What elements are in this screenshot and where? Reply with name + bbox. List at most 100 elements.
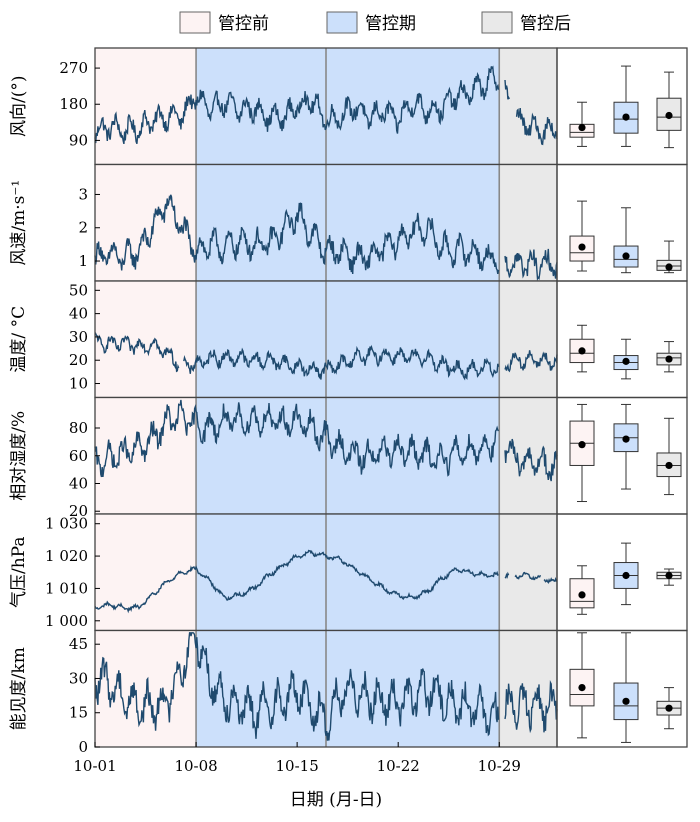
box-mean-dot	[665, 355, 673, 363]
series-line-2-0	[94, 332, 180, 373]
box-mean-dot	[622, 252, 630, 260]
xlabel: 日期 (月-日)	[290, 790, 382, 810]
boxplot-2-0	[569, 324, 595, 373]
ytick-label-4-3: 1 030	[45, 515, 88, 533]
boxplot-0-0	[569, 101, 595, 147]
ytick-label-2-4: 50	[69, 281, 88, 299]
box-mean-dot	[578, 591, 586, 599]
ytick-label-2-3: 40	[69, 305, 88, 323]
box-mean-dot	[665, 111, 673, 120]
series-line-0-2	[515, 108, 558, 146]
period-bg-4-1	[196, 514, 500, 631]
boxplot-1-2	[656, 240, 682, 274]
box-mean-dot	[622, 113, 630, 121]
ytick-label-1-2: 3	[78, 185, 88, 203]
ylabel-1: 风速/m·s⁻¹	[9, 180, 29, 266]
period-bg-4-2	[499, 514, 557, 631]
period-bg-5-1	[196, 630, 500, 747]
series-line-1-1	[504, 248, 558, 282]
box-mean-dot	[578, 684, 586, 692]
period-bg-5-0	[95, 630, 197, 747]
boxplot-0-2	[656, 71, 682, 149]
series-line-4-1	[504, 571, 510, 579]
series-line-2-1	[183, 344, 500, 381]
ytick-label-2-0: 10	[69, 375, 88, 393]
legend-swatch-1	[326, 11, 358, 34]
box-mean-dot	[665, 461, 673, 470]
xtick-label-0: 10-01	[73, 757, 116, 775]
ytick-label-0-2: 270	[59, 59, 88, 77]
box-mean-dot	[665, 571, 673, 580]
series-line-4-0	[94, 549, 499, 614]
period-bg-0-0	[95, 48, 197, 165]
ylabel-0: 风向/(°)	[9, 76, 29, 138]
boxplot-3-2	[656, 417, 682, 496]
series-line-5-1	[504, 680, 558, 734]
box-mean-dot	[665, 704, 673, 712]
ytick-label-1-0: 1	[78, 252, 88, 270]
boxplot-3-1	[613, 403, 639, 490]
panel-0: 90 180 270 风向/(°)	[9, 47, 688, 166]
panels: 90 180 270 风向/(°) 1 2 3 风速/m·s⁻¹ 10 20 30 40 50 温度/ °…	[9, 47, 688, 756]
box-mean-dot	[578, 243, 586, 251]
box-mean-dot	[578, 441, 586, 449]
ytick-label-5-3: 45	[69, 635, 88, 653]
ytick-label-2-1: 20	[69, 351, 88, 369]
xtick-label-1: 10-08	[174, 757, 217, 775]
boxplot-0-1	[613, 65, 639, 147]
ytick-label-4-0: 1 000	[45, 612, 88, 630]
period-bg-1-1	[196, 164, 500, 281]
series-line-1-0	[94, 194, 500, 275]
legend-swatch-0	[179, 11, 211, 34]
xtick-label-2: 10-15	[276, 757, 319, 775]
ytick-label-3-0: 20	[69, 502, 88, 520]
series-line-2-2	[504, 350, 558, 373]
panel-4: 1 000 1 010 1 020 1 030 气压/hPa	[9, 513, 688, 632]
series-line-0-1	[504, 79, 511, 100]
panel-1: 1 2 3 风速/m·s⁻¹	[9, 163, 688, 282]
period-bg-0-2	[499, 48, 557, 165]
legend-label-0: 管控前	[218, 14, 269, 34]
legend-label-1: 管控期	[365, 14, 416, 34]
xtick-label-3: 10-22	[377, 757, 420, 775]
boxplot-4-1	[613, 542, 639, 606]
ytick-label-5-0: 0	[78, 738, 88, 756]
period-bg-2-2	[499, 281, 557, 398]
boxplot-4-0	[569, 565, 595, 615]
ytick-label-3-2: 60	[69, 447, 88, 465]
panel-5: 0 15 30 45 能见度/km	[9, 629, 688, 756]
box-mean-dot	[665, 263, 673, 271]
ytick-label-1-1: 2	[78, 219, 88, 237]
series-line-3-0	[94, 399, 500, 478]
ylabel-2: 温度/ °C	[9, 306, 29, 373]
ytick-label-4-1: 1 010	[45, 579, 88, 597]
x-axis: 10-01 10-08 10-15 10-22 10-29 日期 (月-日)	[73, 742, 521, 810]
boxplot-5-2	[656, 687, 682, 730]
boxplot-5-0	[569, 632, 595, 739]
boxplot-1-1	[613, 207, 639, 274]
box-mean-dot	[578, 347, 586, 355]
legend-swatch-2	[481, 11, 513, 34]
series-line-4-3	[543, 576, 558, 584]
ytick-label-3-1: 40	[69, 474, 88, 492]
legend: 管控前 管控期 管控后	[179, 11, 571, 34]
ytick-label-3-3: 80	[69, 419, 88, 437]
boxplot-2-1	[613, 338, 639, 380]
ytick-label-0-1: 180	[59, 95, 88, 113]
series-line-4-2	[514, 571, 542, 581]
box-mean-dot	[578, 123, 586, 132]
box-mean-dot	[622, 571, 630, 580]
boxplot-5-1	[613, 632, 639, 743]
boxplot-1-0	[569, 200, 595, 272]
ytick-label-5-2: 30	[69, 669, 88, 687]
box-frame-5	[556, 629, 688, 748]
period-bg-3-1	[196, 397, 500, 514]
period-bg-2-1	[196, 281, 500, 398]
ytick-label-0-0: 90	[69, 131, 88, 149]
ytick-label-5-1: 15	[69, 704, 88, 722]
boxplot-2-2	[656, 341, 682, 373]
series-line-3-1	[504, 438, 558, 482]
boxplot-3-0	[569, 403, 595, 503]
ylabel-4: 气压/hPa	[9, 537, 29, 609]
